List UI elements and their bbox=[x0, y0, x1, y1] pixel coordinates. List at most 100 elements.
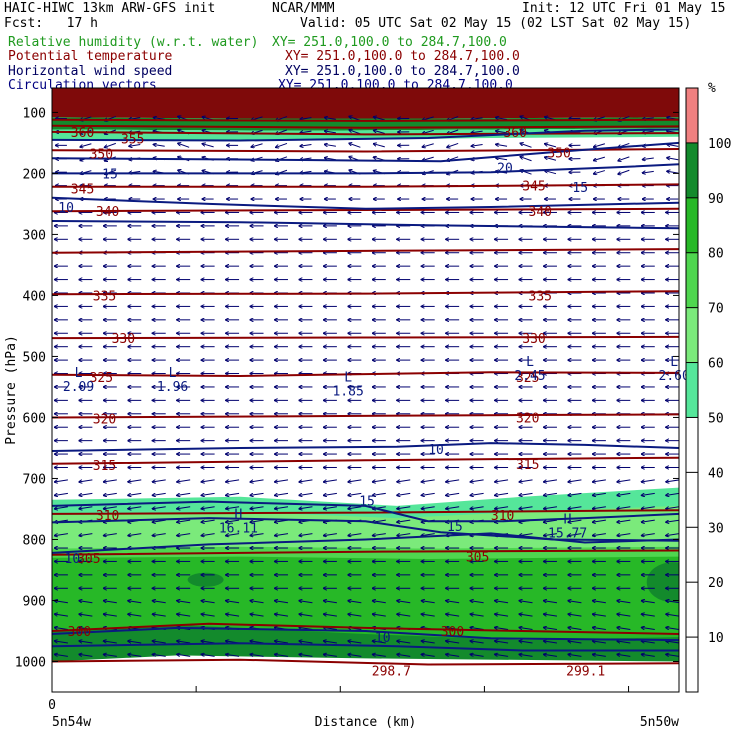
circulation-vector bbox=[495, 654, 509, 657]
circulation-vector bbox=[446, 492, 460, 495]
theta-label-right-300: 300 bbox=[441, 625, 464, 640]
circulation-vector bbox=[226, 479, 240, 482]
circulation-vector bbox=[348, 533, 362, 536]
theta-contour bbox=[52, 549, 679, 556]
circulation-vector bbox=[568, 533, 582, 536]
wind-contour-layer bbox=[52, 128, 679, 652]
circulation-vector bbox=[325, 144, 336, 146]
colorbar-band-100 bbox=[686, 88, 698, 143]
circulation-vector bbox=[177, 654, 191, 657]
wind-label-0: 15 bbox=[102, 167, 118, 182]
circulation-vector bbox=[105, 142, 116, 147]
circulation-vector bbox=[373, 654, 386, 657]
circulation-vector bbox=[618, 156, 630, 161]
circulation-vector bbox=[496, 131, 508, 133]
circulation-vector bbox=[153, 654, 166, 657]
circulation-vector bbox=[251, 479, 264, 482]
circulation-vector bbox=[79, 614, 93, 617]
circulation-vector bbox=[617, 601, 631, 604]
y-tick-label-300: 300 bbox=[23, 228, 46, 243]
circulation-vector bbox=[666, 614, 679, 617]
theta-contour bbox=[52, 130, 679, 136]
circulation-vector bbox=[520, 641, 533, 644]
circulation-vector bbox=[495, 614, 509, 617]
circulation-vector bbox=[544, 479, 558, 482]
circulation-vector bbox=[520, 479, 533, 482]
extremum-value-3: 2.45 bbox=[514, 369, 545, 384]
circulation-vector bbox=[544, 519, 558, 522]
circulation-vector bbox=[349, 130, 361, 135]
theta-label-right-315: 315 bbox=[516, 458, 539, 473]
circulation-vector bbox=[128, 614, 142, 617]
theta-contour bbox=[52, 509, 679, 515]
theta-label-360: 360 bbox=[71, 126, 94, 141]
circulation-vector bbox=[128, 479, 142, 482]
circulation-vector bbox=[666, 533, 679, 536]
circulation-vector bbox=[422, 654, 435, 657]
circulation-vector bbox=[251, 533, 264, 536]
field-xy-wind: XY= 251.0,100.0 to 284.7,100.0 bbox=[285, 64, 520, 79]
circulation-vector bbox=[104, 654, 117, 657]
circulation-vector bbox=[80, 143, 92, 147]
circulation-vector bbox=[545, 144, 557, 148]
wind-contour bbox=[52, 532, 679, 554]
y-tick-label-100: 100 bbox=[23, 106, 46, 121]
circulation-vector bbox=[617, 614, 631, 617]
circulation-vector bbox=[177, 641, 191, 644]
field-xy-rh: XY= 251.0,100.0 to 284.7,100.0 bbox=[272, 35, 507, 50]
circulation-vector bbox=[521, 143, 532, 148]
circulation-vector bbox=[374, 117, 385, 121]
wind-contour bbox=[52, 196, 679, 210]
circulation-vector bbox=[226, 519, 240, 522]
circulation-vector bbox=[55, 654, 68, 657]
colorbar-unit: % bbox=[708, 81, 716, 96]
wind-contour bbox=[52, 163, 679, 175]
circulation-vector bbox=[495, 506, 509, 509]
circulation-vector bbox=[397, 506, 411, 509]
circulation-vector bbox=[643, 158, 654, 160]
circulation-vector bbox=[642, 492, 655, 495]
circulation-vector bbox=[128, 533, 142, 536]
circulation-vector bbox=[324, 614, 337, 617]
circulation-vector bbox=[373, 492, 386, 495]
circulation-vector bbox=[275, 641, 289, 644]
colorbar-band-50 bbox=[686, 362, 698, 418]
extremum-value-1: 1.96 bbox=[157, 380, 188, 395]
circulation-vector bbox=[373, 614, 386, 617]
circulation-vector bbox=[251, 519, 264, 522]
circulation-vector bbox=[397, 614, 411, 617]
extremum-L-2: L bbox=[344, 371, 352, 386]
circulation-vector bbox=[177, 533, 191, 536]
circulation-vector bbox=[226, 533, 240, 536]
circulation-vector bbox=[471, 506, 484, 509]
circulation-vector bbox=[79, 492, 93, 495]
circulation-vector bbox=[373, 641, 386, 644]
circulation-vector bbox=[666, 641, 679, 644]
circulation-vector bbox=[593, 614, 606, 617]
circulation-vector bbox=[423, 143, 434, 147]
circulation-vector bbox=[202, 519, 215, 522]
circulation-vector bbox=[642, 628, 655, 631]
circulation-vector bbox=[642, 654, 655, 657]
circulation-vector bbox=[617, 492, 631, 495]
circulation-vector bbox=[544, 533, 558, 536]
circulation-vector bbox=[79, 533, 93, 536]
circulation-vector bbox=[422, 506, 435, 509]
theta-label-right-335: 335 bbox=[529, 289, 552, 304]
y-tick-label-200: 200 bbox=[23, 167, 46, 182]
circulation-vector bbox=[177, 506, 191, 509]
circulation-vector bbox=[324, 533, 337, 536]
circulation-vector bbox=[373, 533, 386, 536]
circulation-vector bbox=[128, 601, 142, 604]
wind-label-3: 15 bbox=[572, 181, 588, 196]
colorbar-band-60 bbox=[686, 307, 698, 363]
circulation-vector bbox=[55, 641, 68, 644]
circulation-vector bbox=[275, 654, 289, 657]
circulation-vector bbox=[544, 614, 558, 617]
colorbar-label-60: 60 bbox=[708, 357, 724, 372]
circulation-vector bbox=[472, 118, 483, 120]
circulation-vector bbox=[104, 641, 117, 644]
theta-contour bbox=[52, 658, 679, 666]
fcst-label: Fcst: bbox=[4, 16, 44, 31]
